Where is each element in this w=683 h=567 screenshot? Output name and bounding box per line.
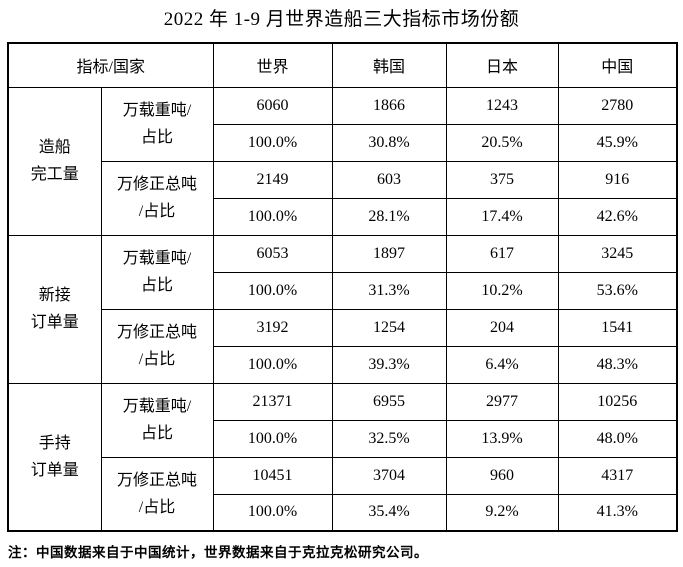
metric-label: 万修正总吨 /占比 [100,308,214,384]
table-row: 100.0% 39.3% 6.4% 48.3% [8,345,678,384]
value-cell: 3704 [331,456,447,495]
table-row: 万修正总吨 /占比 10451 3704 960 4317 [8,456,678,532]
country-header-china: 中国 [557,42,678,88]
value-cell: 960 [445,456,559,495]
group-label-new-orders: 新接 订单量 [7,234,102,384]
metric-label: 万修正总吨 /占比 [100,160,214,236]
table-row: 100.0% 30.8% 20.5% 45.9% [8,123,678,162]
value-cell: 1243 [445,86,559,125]
value-cell: 2149 [212,160,333,199]
share-cell: 41.3% [557,493,678,532]
share-cell: 42.6% [557,197,678,236]
share-cell: 13.9% [445,419,559,458]
value-cell: 2977 [445,382,559,421]
country-header-japan: 日本 [445,42,559,88]
metric-label: 万载重吨/ 占比 [100,86,214,162]
share-cell: 48.3% [557,345,678,384]
metric-label: 万载重吨/ 占比 [100,234,214,310]
value-cell: 2780 [557,86,678,125]
share-cell: 31.3% [331,271,447,310]
share-cell: 53.6% [557,271,678,310]
table-row: 100.0% 31.3% 10.2% 53.6% [8,271,678,310]
share-cell: 28.1% [331,197,447,236]
share-cell: 100.0% [212,123,333,162]
share-cell: 17.4% [445,197,559,236]
share-cell: 48.0% [557,419,678,458]
value-cell: 1254 [331,308,447,347]
value-cell: 6053 [212,234,333,273]
value-cell: 3245 [557,234,678,273]
share-cell: 32.5% [331,419,447,458]
value-cell: 916 [557,160,678,199]
share-cell: 6.4% [445,345,559,384]
share-cell: 45.9% [557,123,678,162]
shipbuilding-share-table: 指标/国家 世界 韩国 日本 中国 造船 完工量 万载重吨/ 占比 6060 1… [7,42,679,532]
corner-header-cell: 指标/国家 [7,42,214,88]
value-cell: 6955 [331,382,447,421]
share-cell: 30.8% [331,123,447,162]
share-cell: 100.0% [212,493,333,532]
value-cell: 10451 [212,456,333,495]
group-label-completions: 造船 完工量 [7,86,102,236]
value-cell: 1866 [331,86,447,125]
table-row: 新接 订单量 万载重吨/ 占比 6053 1897 617 3245 [7,234,678,384]
table-row: 100.0% 35.4% 9.2% 41.3% [8,493,678,532]
table-row: 手持 订单量 万载重吨/ 占比 21371 6955 2977 10256 [7,382,678,532]
metric-label: 万载重吨/ 占比 [100,382,214,458]
share-cell: 100.0% [212,197,333,236]
metric-label: 万修正总吨 /占比 [100,456,214,532]
value-cell: 4317 [557,456,678,495]
share-cell: 100.0% [212,345,333,384]
page-title: 2022 年 1-9 月世界造船三大指标市场份额 [163,9,520,30]
value-cell: 21371 [212,382,333,421]
value-cell: 6060 [212,86,333,125]
table-row: 造船 完工量 万载重吨/ 占比 6060 1866 1243 2780 [7,86,678,236]
share-cell: 9.2% [445,493,559,532]
table-header-row: 指标/国家 世界 韩国 日本 中国 [7,42,678,88]
share-cell: 100.0% [212,419,333,458]
value-cell: 204 [445,308,559,347]
table-row: 100.0% 32.5% 13.9% 48.0% [8,419,678,458]
value-cell: 1897 [331,234,447,273]
table-row: 万修正总吨 /占比 2149 603 375 916 [8,160,678,236]
value-cell: 617 [445,234,559,273]
value-cell: 603 [331,160,447,199]
table-row: 100.0% 28.1% 17.4% 42.6% [8,197,678,236]
share-cell: 100.0% [212,271,333,310]
share-cell: 20.5% [445,123,559,162]
value-cell: 3192 [212,308,333,347]
country-header-korea: 韩国 [331,42,447,88]
value-cell: 1541 [557,308,678,347]
share-cell: 39.3% [331,345,447,384]
value-cell: 375 [445,160,559,199]
source-footnote: 注：中国数据来自于中国统计，世界数据来自于克拉克松研究公司。 [8,545,428,560]
share-cell: 35.4% [331,493,447,532]
value-cell: 10256 [557,382,678,421]
table-row: 万修正总吨 /占比 3192 1254 204 1541 [8,308,678,384]
share-cell: 10.2% [445,271,559,310]
group-label-order-backlog: 手持 订单量 [7,382,102,532]
country-header-world: 世界 [212,42,333,88]
